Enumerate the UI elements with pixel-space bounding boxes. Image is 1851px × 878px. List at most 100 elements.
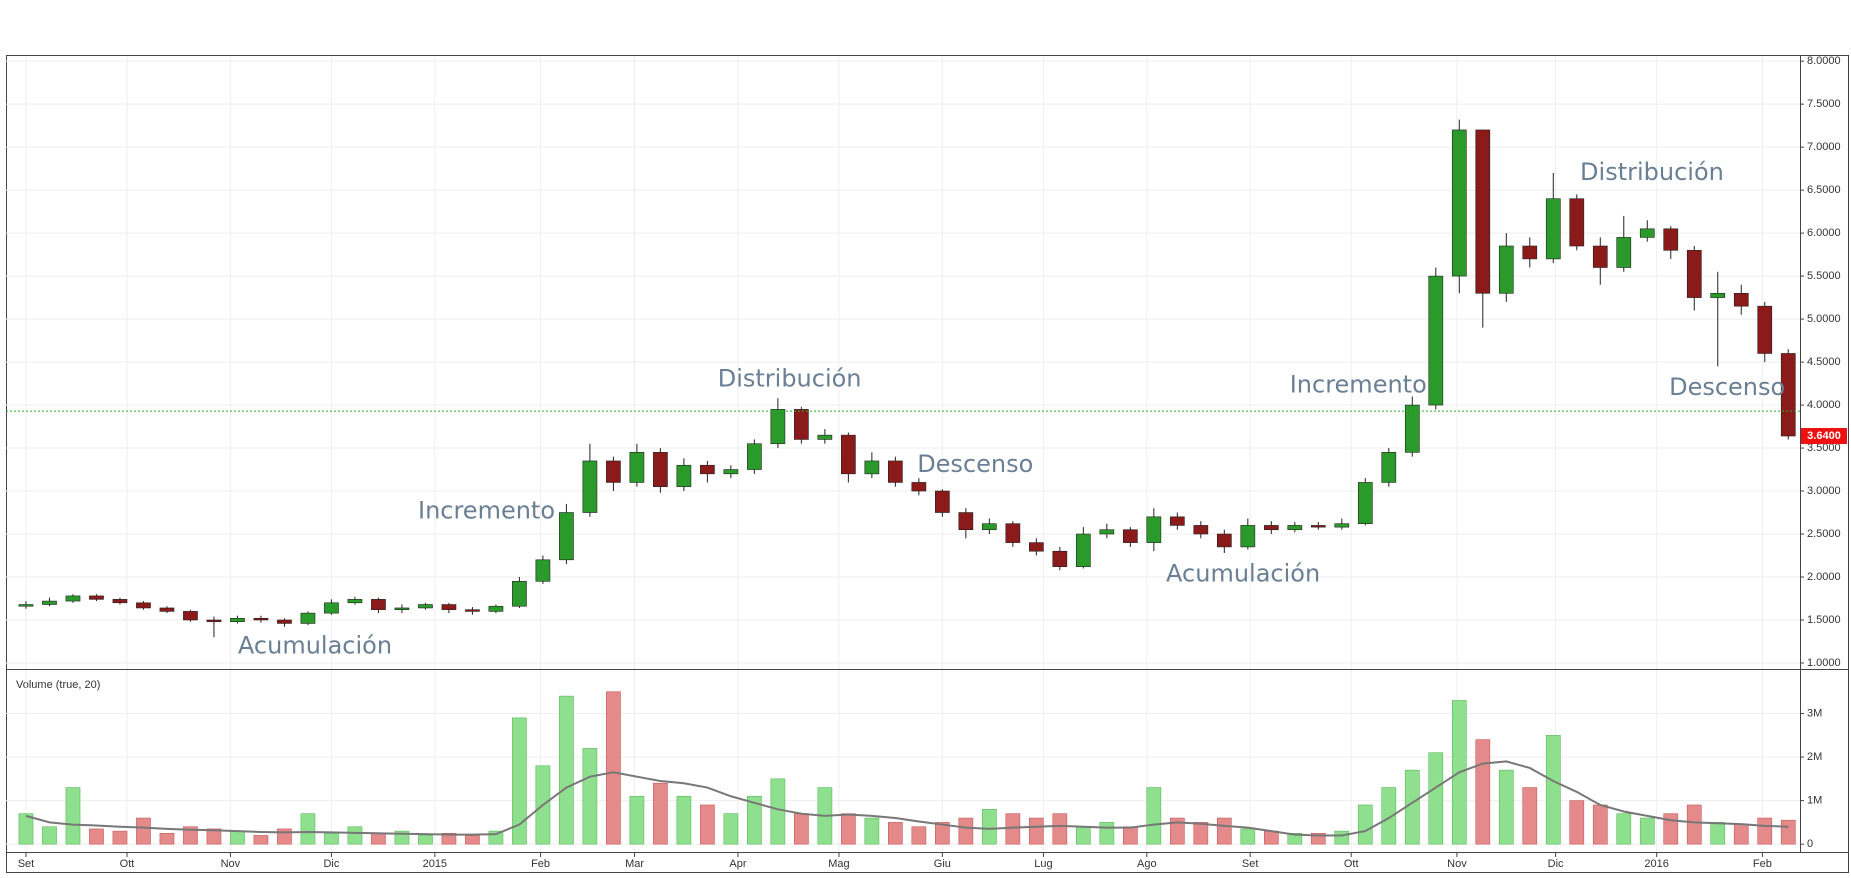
volume-bar [1498, 769, 1514, 845]
volume-bar [1310, 832, 1326, 845]
candle-body [1310, 525, 1326, 528]
candle-body [300, 612, 316, 624]
volume-bar [1616, 813, 1632, 845]
annotation: Acumulación [238, 632, 392, 660]
candle-body [488, 605, 504, 612]
volume-bar [18, 813, 34, 845]
volume-bar [512, 717, 527, 845]
y-tick-label: 2.5000 [1807, 528, 1841, 540]
candle-body [347, 599, 363, 604]
y-tick-label: 2M [1807, 751, 1822, 763]
y-tick-label: 7.5000 [1807, 98, 1841, 110]
candle-body [864, 460, 880, 475]
volume-bar [112, 830, 128, 845]
candle-body [535, 559, 551, 582]
candle-body [324, 602, 339, 614]
volume-bar [911, 826, 927, 845]
volume-bar [1146, 787, 1162, 845]
volume-bar [1122, 826, 1138, 845]
candle-body [1616, 237, 1632, 268]
candle-body [1357, 482, 1373, 525]
candle-body [1475, 129, 1491, 294]
candle-body [1780, 353, 1796, 437]
volume-bar [1780, 819, 1796, 845]
candle-body [676, 464, 692, 488]
volume-title: Volume (true, 20) [16, 679, 100, 691]
y-tick-label: 6.5000 [1807, 184, 1841, 196]
y-tick-label: 4.5000 [1807, 356, 1841, 368]
volume-bar [277, 828, 292, 845]
volume-bar [1757, 817, 1773, 845]
volume-bar [1663, 813, 1679, 845]
x-tick-label: Feb [531, 858, 550, 870]
candle-body [418, 604, 433, 609]
x-tick-label: Ott [1344, 858, 1359, 870]
volume-bar [1028, 817, 1044, 845]
y-tick-label: 3.0000 [1807, 485, 1841, 497]
candle-body [1287, 525, 1303, 531]
annotation: Distribución [718, 364, 862, 392]
candle-body [1404, 404, 1420, 453]
y-tick-label: 1.5000 [1807, 614, 1841, 626]
y-tick-label: 5.5000 [1807, 270, 1841, 282]
candle-body [65, 595, 81, 602]
candle-body [958, 512, 974, 531]
x-tick-label: 2015 [423, 858, 447, 870]
volume-bar [136, 817, 151, 845]
x-tick-label: Dic [1548, 858, 1564, 870]
candle-body [441, 604, 457, 610]
candle-body [582, 460, 598, 513]
volume-bar [582, 748, 598, 845]
volume-bar [723, 813, 739, 845]
volume-bar [1193, 822, 1209, 845]
volume-bar [300, 813, 316, 845]
candle-body [606, 460, 621, 483]
volume-bar [982, 809, 997, 845]
volume-bar [183, 826, 198, 845]
y-tick-label: 4.0000 [1807, 399, 1841, 411]
candle-body [465, 609, 480, 612]
volume-bar [958, 817, 974, 845]
last-price-box [1801, 428, 1847, 445]
candle-body [770, 409, 786, 445]
volume-bar [206, 828, 222, 845]
x-tick-label: Giu [934, 858, 951, 870]
volume-bar [1075, 826, 1091, 845]
candle-body [1052, 550, 1068, 567]
annotation: Incremento [418, 497, 555, 525]
candle-body [1663, 228, 1679, 251]
x-tick-label: Lug [1034, 858, 1052, 870]
volume-bar [1639, 817, 1655, 845]
y-tick-label: 2.0000 [1807, 571, 1841, 583]
candle-body [1686, 250, 1702, 298]
volume-bar [159, 832, 175, 845]
candle-body [277, 619, 292, 624]
volume-bar [794, 813, 809, 845]
volume-bar [441, 832, 457, 845]
candle-body [841, 434, 856, 475]
candle-body [982, 523, 997, 531]
last-price-label: 3.6400 [1807, 430, 1841, 442]
volume-bar [371, 832, 386, 845]
candle-body [700, 464, 715, 475]
annotation: Distribución [1580, 158, 1724, 186]
candle-body [1075, 533, 1091, 567]
volume-bar [559, 695, 574, 845]
candle-body [1263, 525, 1279, 531]
y-tick-label: 7.0000 [1807, 141, 1841, 153]
volume-bar [65, 787, 81, 845]
x-tick-label: Ott [120, 858, 135, 870]
volume-bar [347, 826, 363, 845]
volume-bar [1686, 804, 1702, 845]
candle-body [206, 619, 222, 623]
candle-body [1005, 523, 1021, 543]
candle-body [1216, 533, 1232, 548]
volume-bar [1710, 822, 1726, 845]
volume-bar [1428, 752, 1444, 845]
volume-bar [841, 813, 856, 845]
candle-body [1381, 452, 1397, 483]
candle-body [1122, 529, 1138, 543]
volume-bar [1169, 817, 1185, 845]
candle-body [935, 490, 950, 513]
